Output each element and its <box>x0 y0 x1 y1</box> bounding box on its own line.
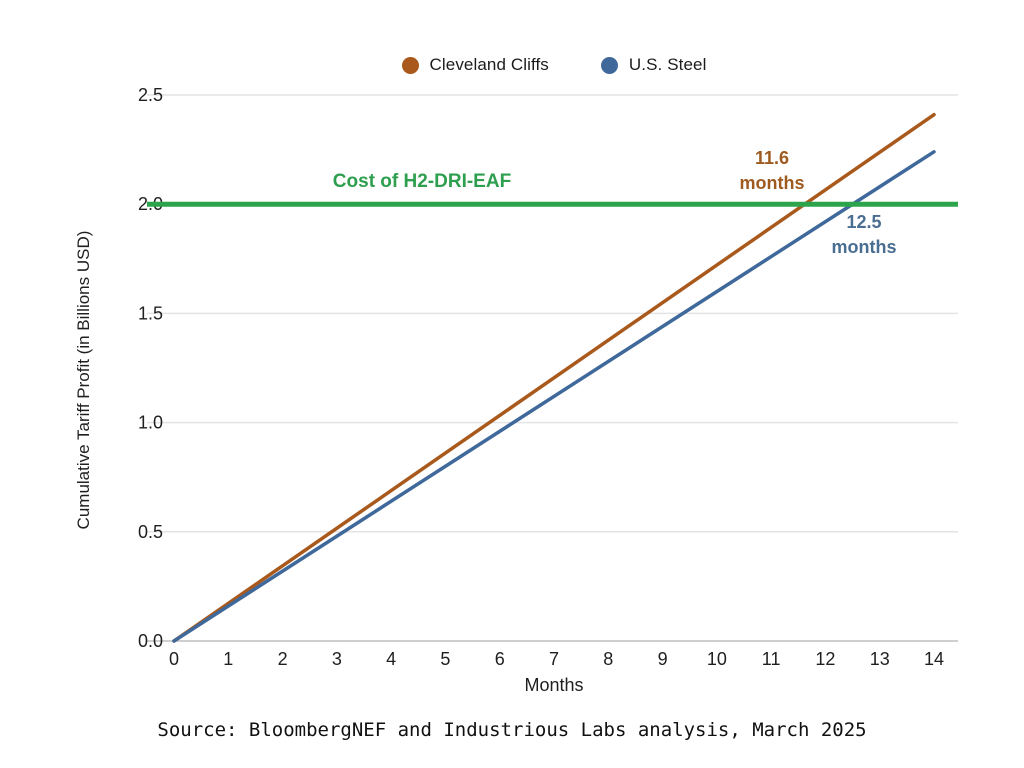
x-tick-label: 4 <box>386 649 396 669</box>
y-tick-label: 1.0 <box>138 413 163 433</box>
legend-label-us-steel: U.S. Steel <box>628 55 707 74</box>
x-tick-label: 10 <box>707 649 727 669</box>
x-tick-label: 9 <box>658 649 668 669</box>
legend-dot-cleveland-cliffs-icon <box>401 56 419 74</box>
x-tick-label: 7 <box>549 649 559 669</box>
x-tick-label: 0 <box>169 649 179 669</box>
x-tick-label: 14 <box>924 649 944 669</box>
y-tick-label: 2.5 <box>138 85 163 105</box>
y-tick-label: 0.0 <box>138 631 163 651</box>
x-tick-label: 8 <box>603 649 613 669</box>
x-tick-label: 3 <box>332 649 342 669</box>
legend-dot-us-steel-icon <box>600 56 618 74</box>
legend-item-cleveland-cliffs: Cleveland Cliffs <box>401 55 549 75</box>
y-tick-label: 0.5 <box>138 522 163 542</box>
y-tick-label: 1.5 <box>138 303 163 323</box>
annotation-us-steel-payback: 12.5 months <box>831 212 897 258</box>
x-axis-title: Months <box>524 675 584 695</box>
x-tick-label: 6 <box>495 649 505 669</box>
x-tick-label: 13 <box>870 649 890 669</box>
legend-item-us-steel: U.S. Steel <box>600 55 707 75</box>
annotation-cleveland-cliffs-payback: 11.6 months <box>739 148 805 194</box>
source-note: Source: BloombergNEF and Industrious Lab… <box>157 719 867 741</box>
y-axis-title: Cumulative Tariff Profit (in Billions US… <box>74 230 93 530</box>
x-tick-label: 12 <box>815 649 835 669</box>
series-line-u-s-steel <box>172 150 936 643</box>
chart-legend: Cleveland Cliffs U.S. Steel <box>174 50 934 80</box>
x-tick-label: 2 <box>278 649 288 669</box>
x-tick-label: 5 <box>440 649 450 669</box>
x-tick-label: 1 <box>223 649 233 669</box>
x-tick-label: 11 <box>762 649 781 669</box>
legend-label-cleveland-cliffs: Cleveland Cliffs <box>429 55 549 74</box>
threshold-line-label: Cost of H2-DRI-EAF <box>332 171 512 192</box>
